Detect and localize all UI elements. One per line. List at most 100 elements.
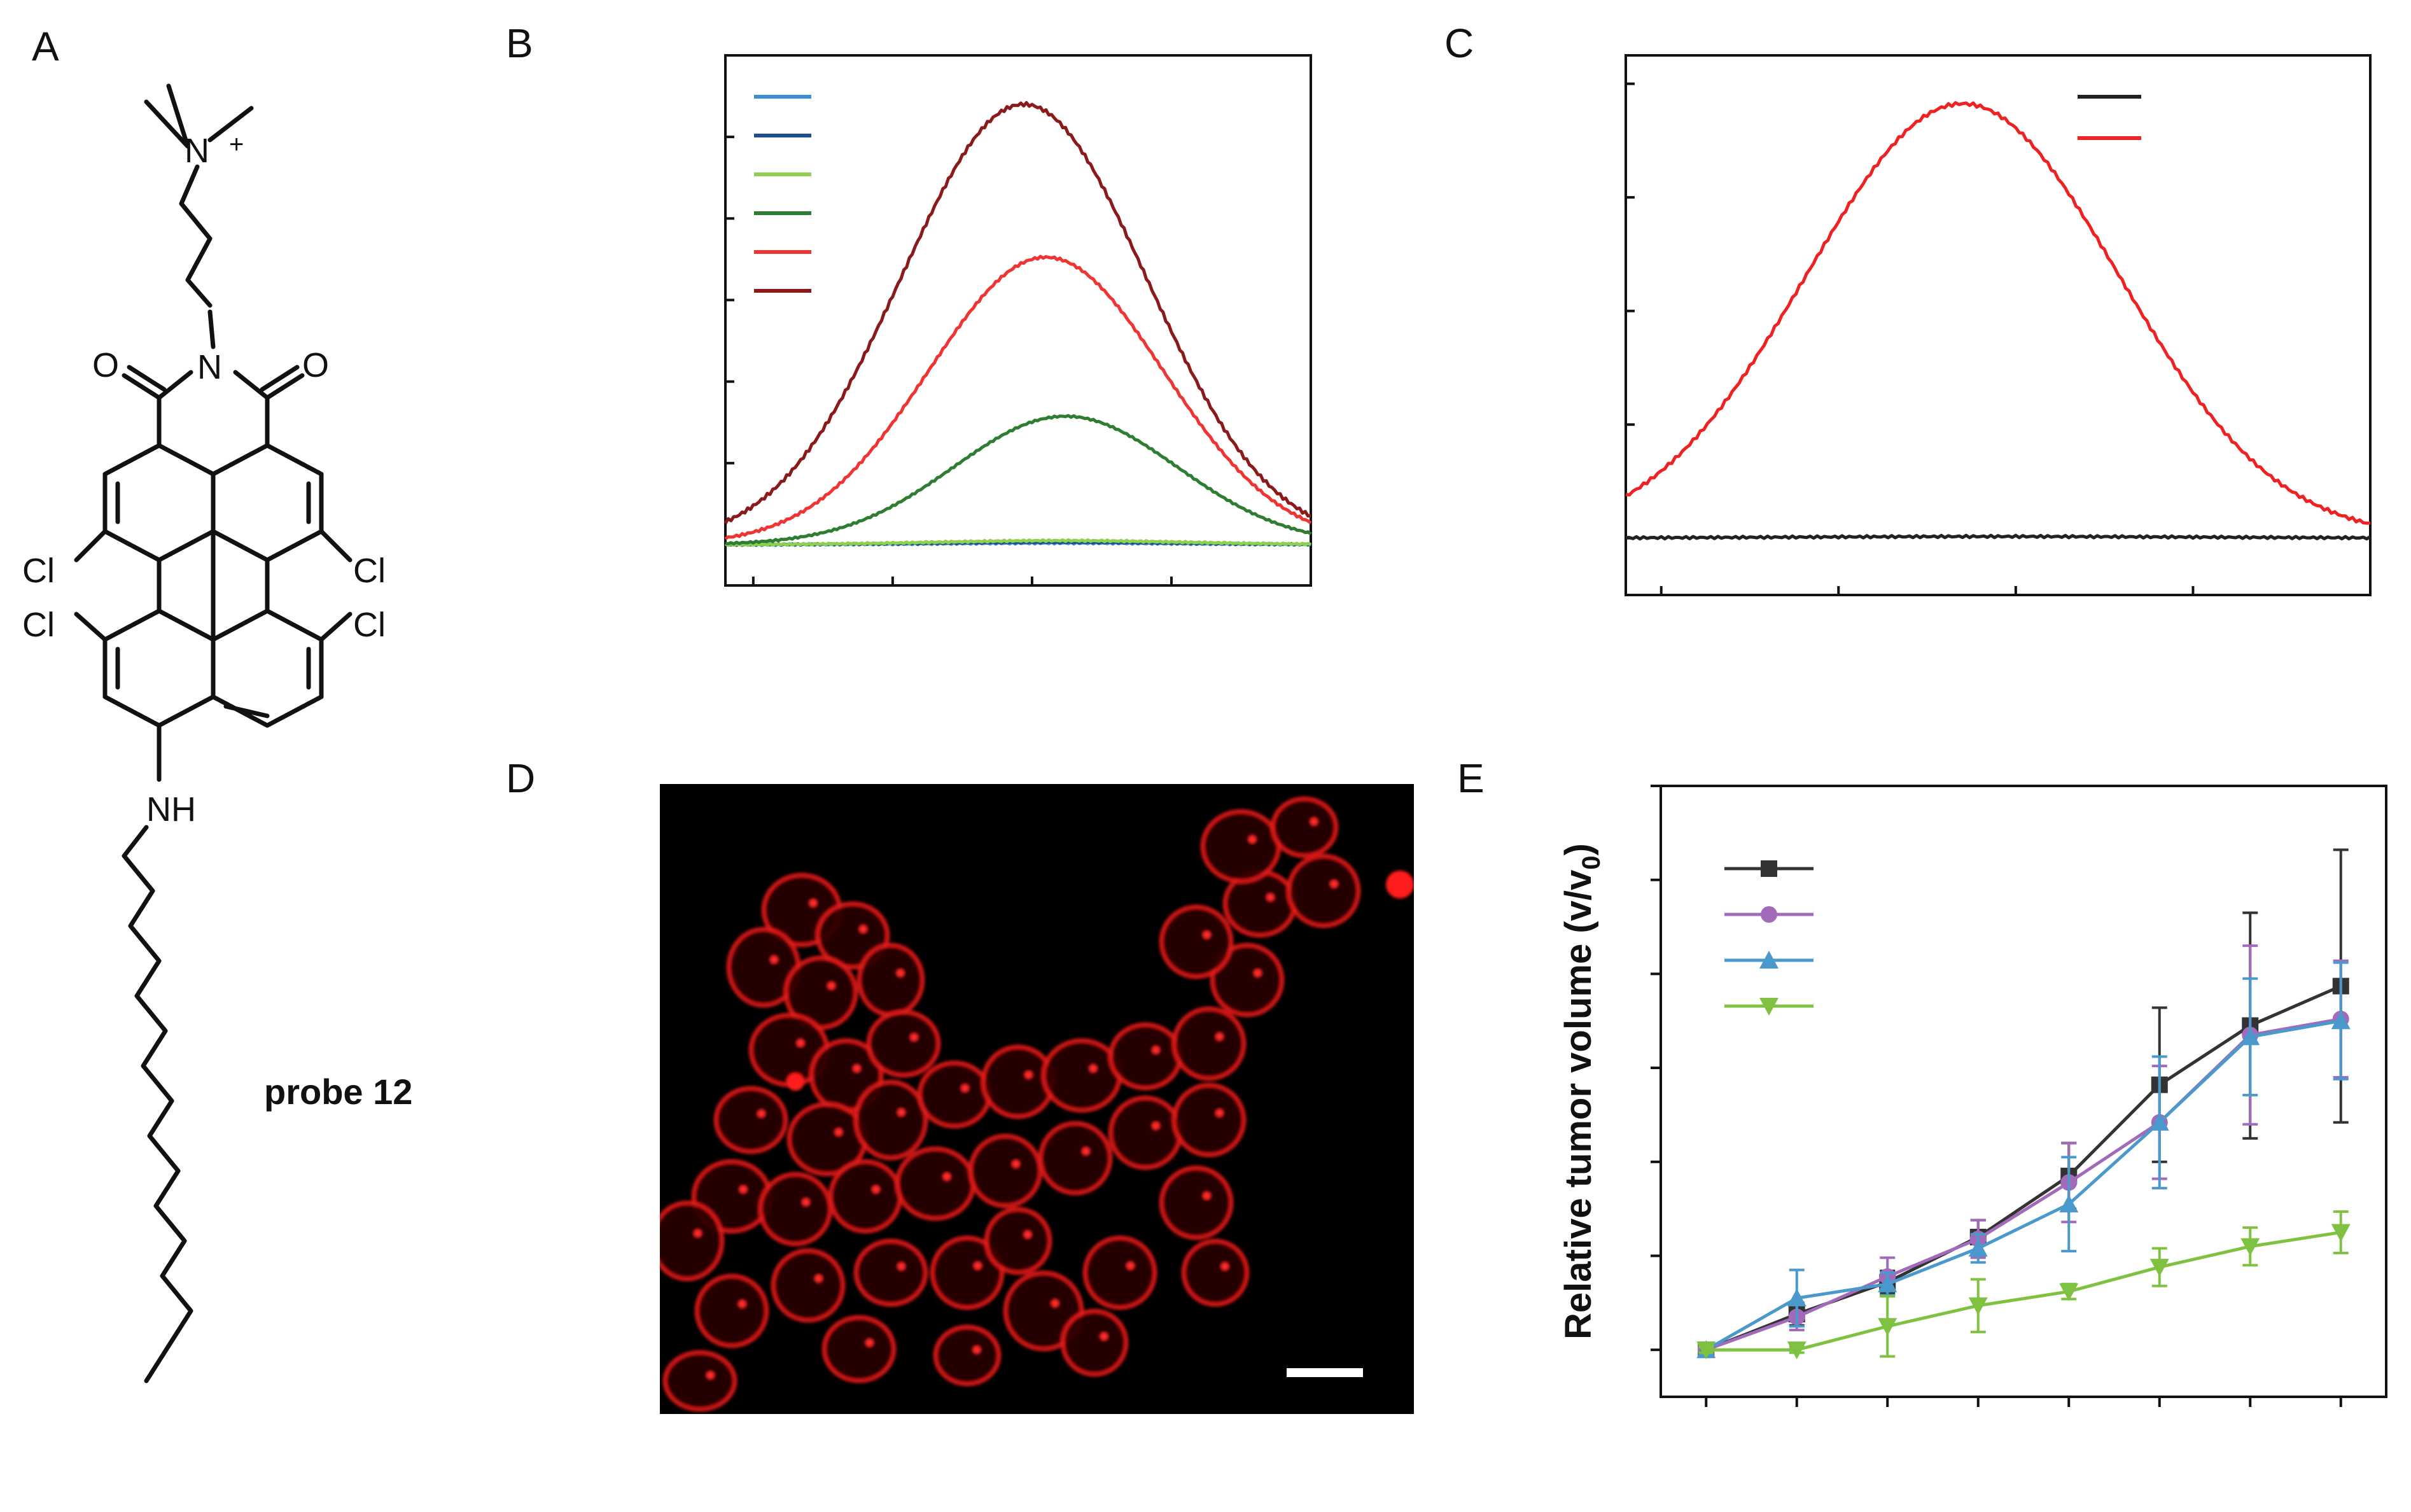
probe-label: probe 12 (264, 1072, 412, 1112)
molecule-structure: N + N O O (22, 83, 386, 1383)
vesicle (1126, 1262, 1135, 1270)
vesicle (853, 1065, 861, 1072)
cl-bond-2 (319, 529, 353, 563)
data-point (1968, 1238, 1988, 1257)
cl-bond-1 (74, 529, 108, 563)
cell (968, 1133, 1043, 1208)
vesicle (1215, 1033, 1224, 1040)
panel-letter-e: E (1457, 755, 1485, 801)
data-point (2149, 1112, 2169, 1131)
y-axis-title: Relative tumor volume (v/v0) (1558, 843, 1605, 1340)
data-point (1878, 1318, 1897, 1336)
data-point (1787, 1341, 1807, 1360)
vesicle (1089, 1065, 1097, 1072)
atom-plus-charge: + (229, 130, 244, 158)
bright-spot (786, 1073, 804, 1091)
bright-spot (1386, 871, 1414, 899)
vesicle (809, 899, 817, 907)
cell (1003, 1270, 1084, 1352)
cell (1286, 853, 1361, 928)
vesicle (1024, 1071, 1033, 1079)
cl-bond-4 (319, 612, 353, 642)
vesicle (1012, 1160, 1020, 1168)
series-line-triton-x100 (1625, 101, 2371, 525)
vesicle (835, 1128, 842, 1136)
cell (1210, 942, 1285, 1018)
vesicle (1051, 1299, 1059, 1307)
panel-letter-d: D (506, 755, 535, 801)
data-point (1878, 1274, 1897, 1292)
panel-letter-a: A (32, 24, 59, 69)
cell (1108, 1022, 1183, 1091)
panel-a: A N + N O O (22, 24, 412, 1383)
vesicle (1082, 1147, 1090, 1155)
vesicle (897, 1109, 905, 1116)
atom-o-left: O (92, 346, 119, 384)
data-point (2059, 1283, 2079, 1301)
atom-cl-1: Cl (22, 552, 55, 590)
vesicle (1330, 880, 1338, 888)
series-line-pure-water (1625, 533, 2372, 541)
co-right-double (260, 365, 300, 392)
data-point (2240, 1238, 2260, 1256)
methyl-bond-right (207, 106, 254, 143)
cell (853, 1238, 928, 1307)
cell (758, 1172, 833, 1247)
legend-marker (1759, 998, 1779, 1016)
panel-c: C (1444, 20, 2372, 596)
atom-n-plus: N (185, 132, 209, 170)
cell (853, 1079, 928, 1161)
panel-b: B (506, 20, 1312, 587)
vesicle (757, 1110, 765, 1117)
vesicle (1100, 1333, 1108, 1340)
co-right (265, 373, 305, 400)
vesicle (859, 925, 867, 933)
atom-n-imide: N (197, 348, 222, 386)
cell (771, 1248, 846, 1323)
plot-frame (724, 54, 1312, 587)
series-line-ap (1705, 1019, 2342, 1352)
atom-cl-2: Cl (353, 552, 386, 590)
panel-letter-b: B (506, 20, 533, 66)
data-point (1696, 1341, 1716, 1360)
co-left (122, 373, 162, 400)
db-5 (223, 704, 270, 718)
plot-frame (1660, 785, 2387, 1398)
vesicle (1254, 969, 1262, 977)
vesicle (974, 1262, 982, 1270)
chart-b (723, 54, 1312, 587)
data-point (2059, 1194, 2079, 1213)
atom-o-right: O (302, 346, 329, 384)
vesicle (797, 1039, 804, 1047)
cell (1171, 1082, 1247, 1158)
atom-cl-4: Cl (353, 606, 386, 644)
y-axis-title-main: Relative tumor volume (v/v (1558, 870, 1599, 1340)
vesicle (872, 1186, 880, 1193)
cell (933, 1324, 1002, 1387)
cell (1270, 796, 1339, 858)
imide-left (157, 370, 193, 448)
atom-nh: NH (146, 790, 196, 829)
cl-bond-3 (74, 612, 108, 642)
vesicle (1024, 1231, 1031, 1238)
cell (1200, 809, 1282, 884)
cell (828, 1159, 903, 1234)
chart-e: Relative tumor volume (v/v0) (1558, 785, 2387, 1407)
cell (1159, 1165, 1234, 1240)
cell (1171, 1006, 1247, 1081)
cell (984, 1207, 1052, 1275)
panel-e: E Relative tumor volume (v/v0) (1457, 755, 2387, 1407)
vesicle (1310, 818, 1318, 825)
alkyl-chain (122, 825, 193, 1383)
data-point (1787, 1288, 1807, 1306)
data-point (1968, 1297, 1988, 1315)
vesicle (1203, 931, 1211, 939)
vesicle (1221, 1263, 1229, 1270)
cell-membranes (660, 796, 1414, 1412)
vesicle (973, 1346, 981, 1354)
data-point (2331, 1224, 2351, 1242)
panel-d: D (506, 755, 1414, 1414)
vesicle (1266, 893, 1275, 901)
vesicle (706, 1371, 715, 1379)
